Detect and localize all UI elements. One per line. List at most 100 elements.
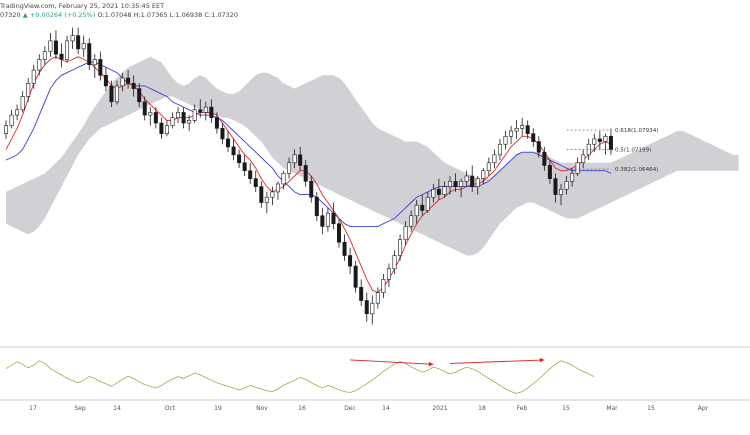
candle-body-up bbox=[287, 162, 292, 174]
candle-body-down bbox=[231, 146, 236, 156]
candle-body-up bbox=[148, 112, 153, 116]
x-tick-label: 15 bbox=[562, 405, 570, 412]
candle bbox=[453, 173, 458, 192]
candle bbox=[470, 165, 475, 192]
candle-body-up bbox=[164, 125, 169, 134]
candle-body-down bbox=[242, 162, 247, 172]
x-tick-label: 14 bbox=[382, 405, 390, 412]
x-tick-label: 14 bbox=[113, 405, 121, 412]
candle-body-down bbox=[597, 138, 602, 142]
header-price-line: 07320 ▲ +0.00264 (+0.25%) O:1.07048 H:1.… bbox=[0, 11, 238, 20]
candle bbox=[115, 80, 120, 105]
candle-body-down bbox=[436, 188, 441, 195]
candle bbox=[192, 104, 197, 124]
candle-body-up bbox=[275, 183, 280, 193]
candle bbox=[447, 176, 452, 195]
x-tick-label: 17 bbox=[29, 405, 37, 412]
candle bbox=[103, 67, 108, 92]
candle-body-down bbox=[553, 178, 558, 195]
candle-body-up bbox=[70, 35, 75, 42]
candle bbox=[558, 183, 563, 206]
candle bbox=[298, 146, 303, 171]
candle bbox=[409, 210, 414, 232]
candle-body-down bbox=[126, 77, 131, 84]
candle-body-down bbox=[353, 265, 358, 288]
candle bbox=[547, 160, 552, 184]
candle-body-down bbox=[420, 204, 425, 211]
candle-body-down bbox=[320, 215, 325, 227]
candle-body-down bbox=[547, 165, 552, 179]
candle bbox=[126, 70, 131, 89]
candle-body-up bbox=[325, 212, 330, 227]
x-tick-label: Nov bbox=[256, 405, 268, 412]
candle-body-up bbox=[509, 130, 514, 137]
candle-body-up bbox=[20, 96, 25, 111]
candle bbox=[364, 292, 369, 322]
candle bbox=[497, 138, 502, 161]
candle-body-down bbox=[536, 141, 541, 153]
candle-body-up bbox=[170, 117, 175, 126]
candle-body-up bbox=[81, 43, 86, 50]
candle bbox=[386, 263, 391, 288]
candle bbox=[37, 54, 42, 76]
candle-body-down bbox=[470, 175, 475, 187]
candle bbox=[275, 181, 280, 200]
header-source-line: TradingView.com, February 25, 2021 10:35… bbox=[0, 2, 165, 10]
candle bbox=[253, 170, 258, 192]
candle bbox=[442, 181, 447, 198]
oscillator-line bbox=[5, 360, 595, 394]
fib-level-label: 0.618(1.07934) bbox=[615, 128, 659, 134]
kijun-sen-line bbox=[5, 61, 612, 227]
candle bbox=[359, 279, 364, 306]
candle-body-up bbox=[425, 196, 430, 211]
candle-body-up bbox=[497, 143, 502, 156]
x-tick-label: 18 bbox=[478, 405, 486, 412]
candle-body-up bbox=[409, 215, 414, 227]
candle bbox=[509, 125, 514, 145]
candle bbox=[570, 168, 575, 187]
candle bbox=[303, 160, 308, 187]
candle bbox=[503, 130, 508, 150]
candle-body-up bbox=[503, 135, 508, 145]
candle-body-down bbox=[253, 178, 258, 187]
candle-body-down bbox=[159, 122, 164, 134]
candle bbox=[608, 128, 613, 155]
header-price-prefix: 07320 bbox=[0, 11, 21, 19]
candle-body-up bbox=[270, 191, 275, 198]
fib-level-label: 0.5(1.07199) bbox=[615, 148, 651, 154]
candle bbox=[392, 250, 397, 275]
divergence-arrow-line bbox=[350, 359, 434, 365]
candle bbox=[348, 247, 353, 275]
candle-body-down bbox=[59, 53, 64, 60]
candle bbox=[65, 35, 70, 63]
candle bbox=[226, 130, 231, 153]
candle-body-up bbox=[514, 128, 519, 132]
candle-body-up bbox=[203, 106, 208, 113]
candle bbox=[137, 83, 142, 108]
candle bbox=[148, 107, 153, 126]
candle-body-up bbox=[581, 154, 586, 164]
candle-body-up bbox=[37, 59, 42, 71]
x-axis: 17 Sep 14 Oct 19 Nov 16 Dec 14 2021 18 Feb 15 Mar 15 Ap… bbox=[29, 405, 709, 412]
candle bbox=[492, 149, 497, 169]
candle bbox=[70, 27, 75, 49]
x-tick-label: 19 bbox=[214, 405, 222, 412]
candle bbox=[314, 191, 319, 222]
candle-body-up bbox=[31, 69, 36, 84]
x-tick-label: 16 bbox=[298, 405, 306, 412]
fib-level-label: 0.382(1.06464) bbox=[615, 167, 659, 173]
x-tick-label: 15 bbox=[647, 405, 655, 412]
candle bbox=[459, 178, 464, 198]
candle-body-down bbox=[198, 109, 203, 113]
candle bbox=[292, 149, 297, 169]
candle bbox=[370, 295, 375, 325]
candle bbox=[26, 77, 31, 102]
candle-body-up bbox=[558, 188, 563, 195]
candle-body-down bbox=[237, 154, 242, 164]
candle bbox=[287, 157, 292, 179]
candle-body-up bbox=[564, 181, 569, 190]
candle-body-up bbox=[459, 181, 464, 187]
candle bbox=[281, 170, 286, 190]
